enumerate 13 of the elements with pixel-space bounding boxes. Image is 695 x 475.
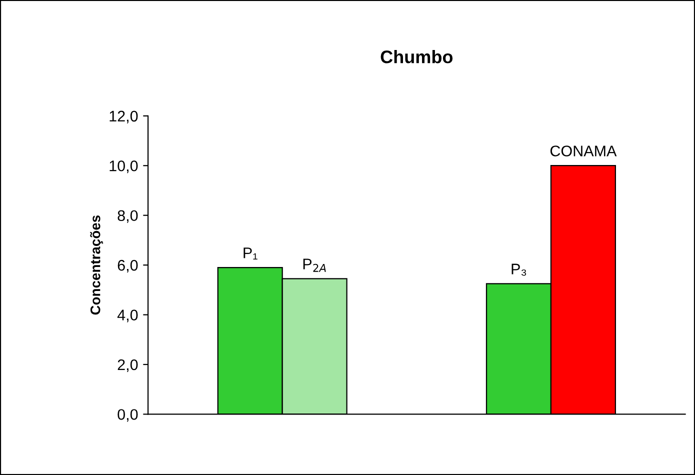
series-label: CONAMA <box>550 146 617 156</box>
series-label: P$_{2A}$ <box>303 258 326 272</box>
y-tick-label: 12,0 <box>110 110 138 124</box>
y-axis-title: Concentrações <box>90 215 104 315</box>
series-label: P₁ <box>244 248 258 260</box>
y-tick-label: 0,0 <box>118 409 138 422</box>
series-label: P₃ <box>512 264 526 276</box>
chart-title: Chumbo <box>380 50 453 64</box>
y-tick-label: 8,0 <box>118 210 138 223</box>
y-tick-label: 2,0 <box>118 359 138 372</box>
y-tick-label: 10,0 <box>110 160 138 174</box>
y-tick-label: 4,0 <box>117 310 138 322</box>
y-tick-label: 6,0 <box>118 260 138 273</box>
